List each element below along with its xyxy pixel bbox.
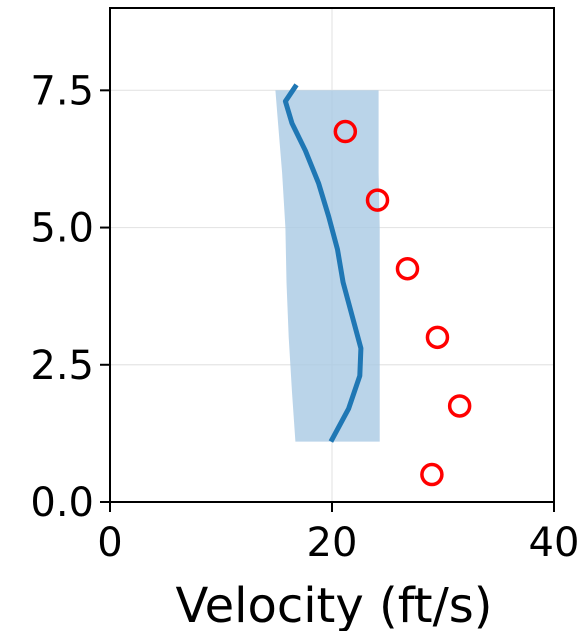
y-tick-label: 5.0 — [30, 206, 94, 252]
x-tick-label: 0 — [97, 520, 122, 566]
y-tick-label: 0.0 — [30, 480, 94, 526]
axis-ticks: 0 20 40 0.0 2.5 5.0 7.5 — [30, 68, 579, 566]
x-axis-title: Velocity (ft/s) — [175, 578, 492, 631]
scatter-point — [420, 462, 444, 487]
y-tick-label: 7.5 — [30, 68, 94, 114]
x-tick-label: 20 — [307, 520, 358, 566]
scatter-point — [333, 119, 358, 144]
y-tick-label: 2.5 — [30, 343, 94, 389]
band-series — [275, 90, 380, 442]
line-series — [282, 83, 364, 443]
scatter-point — [395, 256, 420, 281]
scatter-point — [365, 188, 390, 212]
x-tick-label: 40 — [529, 520, 580, 566]
mean-velocity-line — [282, 83, 364, 443]
scatter-series — [333, 119, 472, 487]
confidence-band — [275, 90, 380, 442]
scatter-point — [425, 325, 450, 350]
scatter-point — [447, 394, 472, 418]
